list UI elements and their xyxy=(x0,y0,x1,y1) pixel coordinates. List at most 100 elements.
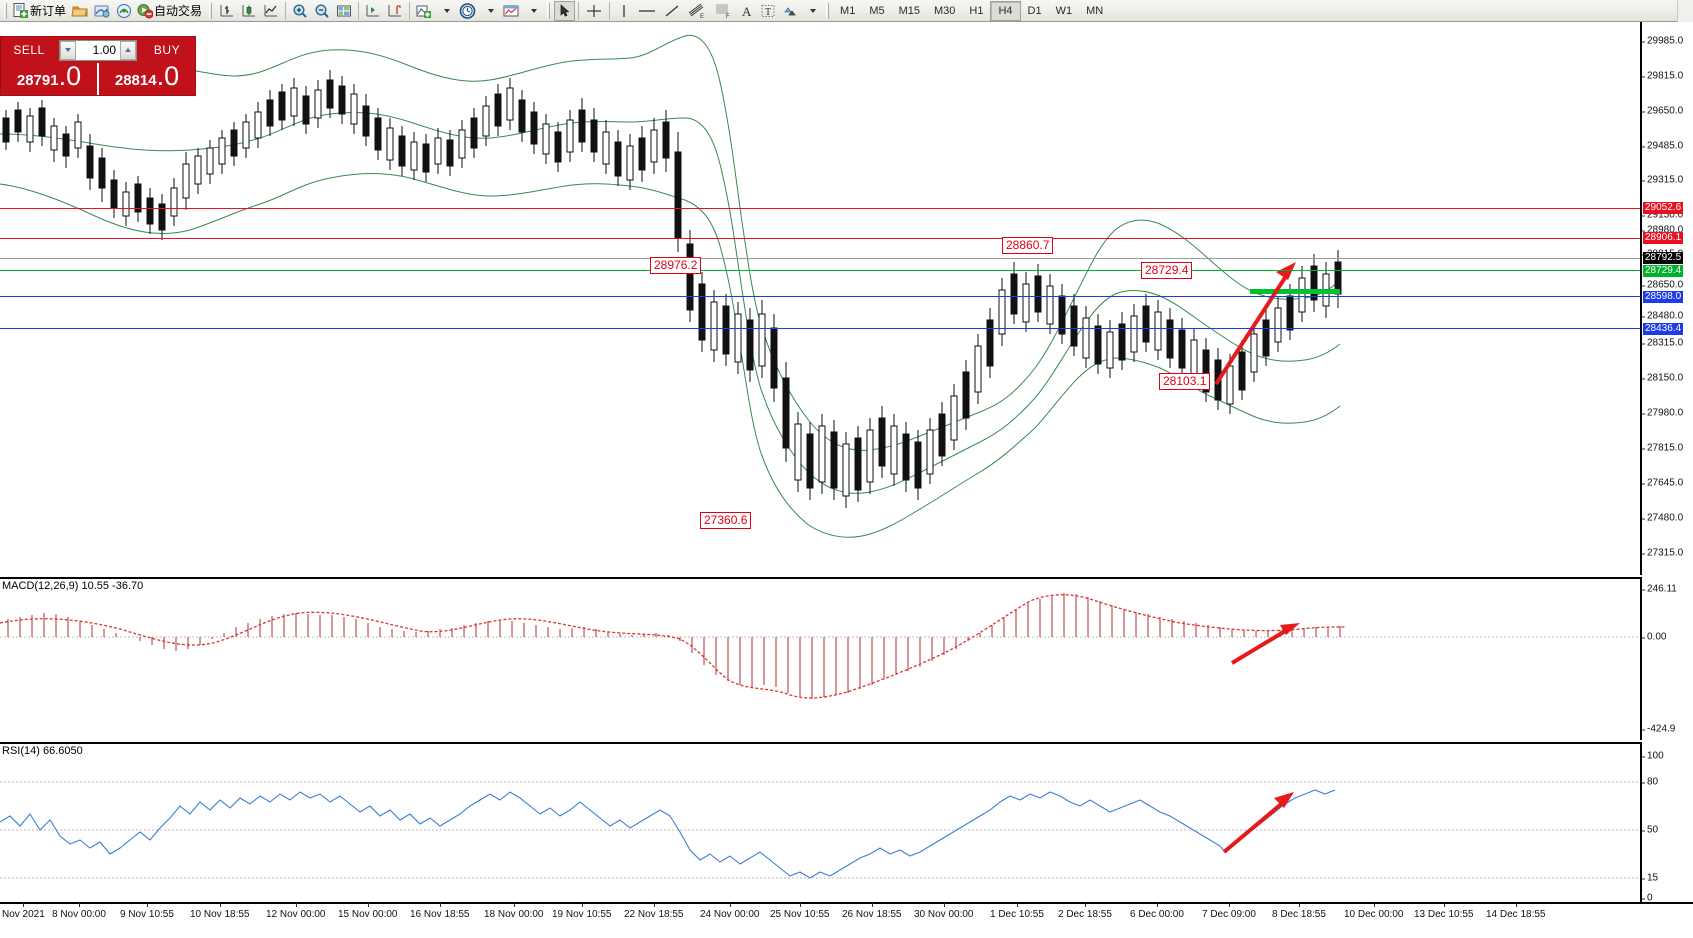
timeframe-m5[interactable]: M5 xyxy=(869,4,885,17)
line-chart-button[interactable] xyxy=(260,1,282,21)
candlestick-series xyxy=(2,70,1342,508)
equidistant-channel-button[interactable]: E xyxy=(684,1,710,21)
price-axis[interactable]: 29985.0 29815.0 29650.0 29485.0 29315.0 … xyxy=(1640,22,1693,575)
green-zone-marker xyxy=(1250,289,1340,294)
new-order-button[interactable]: 新订单 xyxy=(11,1,69,21)
fibonacci-icon: F xyxy=(716,4,730,19)
sell-price[interactable]: 28791.0 xyxy=(1,63,97,95)
cursor-button[interactable] xyxy=(554,0,576,21)
vertical-line-button[interactable] xyxy=(613,1,634,21)
vertical-scrollbar[interactable] xyxy=(1677,0,1693,22)
metaeditor-icon xyxy=(94,5,110,17)
indicators-dropdown[interactable] xyxy=(435,1,456,21)
level-tag-29052[interactable]: 29052.6 xyxy=(1643,202,1684,214)
one-click-trading-panel[interactable]: SELL 1.00 BUY 28791.0 28814.0 xyxy=(0,36,196,96)
auto-scroll-button[interactable] xyxy=(384,1,406,21)
auto-trading-button[interactable]: 自动交易 xyxy=(135,1,205,21)
timeframe-mn[interactable]: MN xyxy=(1086,4,1104,17)
trendline-button[interactable] xyxy=(660,1,684,21)
chevron-down-icon xyxy=(809,8,816,13)
shapes-dropdown[interactable] xyxy=(801,1,822,21)
chart-shift-button[interactable] xyxy=(362,1,384,21)
bollinger-upper-band xyxy=(0,34,1341,451)
macd-label: MACD(12,26,9) 10.55 -36.70 xyxy=(2,580,144,592)
bar-chart-button[interactable] xyxy=(216,1,238,21)
timeframe-h1[interactable]: H1 xyxy=(969,4,984,17)
level-tag-28906[interactable]: 28906.1 xyxy=(1643,232,1684,244)
timeframe-w1[interactable]: W1 xyxy=(1055,4,1073,17)
volume-increase-button[interactable] xyxy=(120,40,136,60)
level-line-28729[interactable] xyxy=(0,270,1640,271)
timeframe-m30[interactable]: M30 xyxy=(934,4,956,17)
shapes-button[interactable] xyxy=(779,1,801,21)
toolbar-grip[interactable] xyxy=(4,2,7,19)
timeframe-m1[interactable]: M1 xyxy=(840,4,856,17)
text-box-button[interactable]: T xyxy=(757,1,779,21)
level-line-28436[interactable] xyxy=(0,328,1640,329)
crosshair-icon xyxy=(587,4,602,17)
macd-tick: 246.11 xyxy=(1642,584,1677,595)
buy-button[interactable]: BUY xyxy=(153,43,181,57)
metaeditor-button[interactable] xyxy=(91,1,113,21)
volume-stepper[interactable]: 1.00 xyxy=(59,39,137,61)
folder-icon xyxy=(71,6,88,16)
level-line-28598[interactable] xyxy=(0,296,1640,297)
timeframe-m15[interactable]: M15 xyxy=(898,4,920,17)
timeframe-h4[interactable]: H4 xyxy=(990,0,1021,21)
trade-panel-prices: 28791.0 28814.0 xyxy=(1,63,195,95)
annotation-28860[interactable]: 28860.7 xyxy=(1002,237,1054,254)
macd-pane[interactable]: MACD(12,26,9) 10.55 -36.70 xyxy=(0,577,1640,740)
time-label: 14 Dec 18:55 xyxy=(1486,903,1546,920)
time-label: 15 Nov 00:00 xyxy=(338,903,398,920)
level-line-28792[interactable] xyxy=(0,258,1640,259)
rsi-tick: 0 xyxy=(1642,893,1653,904)
rsi-axis[interactable]: 100 80 50 15 0 xyxy=(1640,742,1693,904)
rsi-tick: 100 xyxy=(1642,751,1664,762)
zoom-out-button[interactable] xyxy=(311,1,333,21)
annotation-28729[interactable]: 28729.4 xyxy=(1141,262,1193,279)
buy-price-main: 28814 xyxy=(114,72,157,89)
toolbar-grip-4[interactable] xyxy=(826,2,830,19)
level-tag-28436[interactable]: 28436.4 xyxy=(1643,323,1684,335)
time-label: 13 Dec 10:55 xyxy=(1414,903,1474,920)
rsi-pane[interactable]: RSI(14) 66.6050 xyxy=(0,742,1640,902)
horizontal-line-button[interactable] xyxy=(634,1,660,21)
price-chart-pane[interactable]: 28976.2 28860.7 28729.4 28103.1 27360.6 xyxy=(0,22,1640,575)
annotation-27360[interactable]: 27360.6 xyxy=(700,512,752,529)
annotation-28103[interactable]: 28103.1 xyxy=(1159,373,1211,390)
annotation-28976[interactable]: 28976.2 xyxy=(650,257,702,274)
time-axis[interactable]: Nov 2021 8 Nov 00:00 9 Nov 10:55 10 Nov … xyxy=(0,902,1693,938)
chevron-down-icon xyxy=(65,48,71,52)
text-label-button[interactable]: A xyxy=(736,1,757,21)
bollinger-lower-band xyxy=(0,173,1341,538)
indicators-button[interactable] xyxy=(413,1,435,21)
period-button[interactable] xyxy=(456,1,479,21)
zoom-in-icon xyxy=(293,3,307,18)
sell-button[interactable]: SELL xyxy=(13,43,45,57)
candlestick-chart-button[interactable] xyxy=(238,1,260,21)
macd-axis[interactable]: 246.11 0.00 -424.9 xyxy=(1640,577,1693,740)
templates-button[interactable] xyxy=(500,1,522,21)
level-tag-28598[interactable]: 28598.0 xyxy=(1643,291,1684,303)
trendline-icon xyxy=(665,5,679,16)
signals-button[interactable] xyxy=(113,1,135,21)
time-label: 8 Dec 18:55 xyxy=(1272,903,1326,920)
level-line-29052[interactable] xyxy=(0,208,1640,209)
volume-decrease-button[interactable] xyxy=(60,40,76,60)
level-tag-28729[interactable]: 28729.4 xyxy=(1643,265,1684,277)
toolbar-separator-5 xyxy=(609,1,611,20)
crosshair-button[interactable] xyxy=(582,1,606,21)
buy-price[interactable]: 28814.0 xyxy=(99,63,195,95)
level-line-28906[interactable] xyxy=(0,238,1640,239)
volume-value[interactable]: 1.00 xyxy=(92,43,116,57)
period-dropdown[interactable] xyxy=(479,1,500,21)
open-data-folder-button[interactable] xyxy=(69,1,91,21)
timeframe-d1[interactable]: D1 xyxy=(1027,4,1042,17)
toolbar-grip-2[interactable] xyxy=(209,2,213,19)
fibonacci-button[interactable]: F xyxy=(710,1,736,21)
zoom-in-button[interactable] xyxy=(289,1,311,21)
templates-dropdown[interactable] xyxy=(522,1,543,21)
toolbar-grip-3[interactable] xyxy=(547,2,551,19)
current-price-tag: 28792.5 xyxy=(1643,252,1684,264)
tile-windows-button[interactable] xyxy=(333,1,355,21)
